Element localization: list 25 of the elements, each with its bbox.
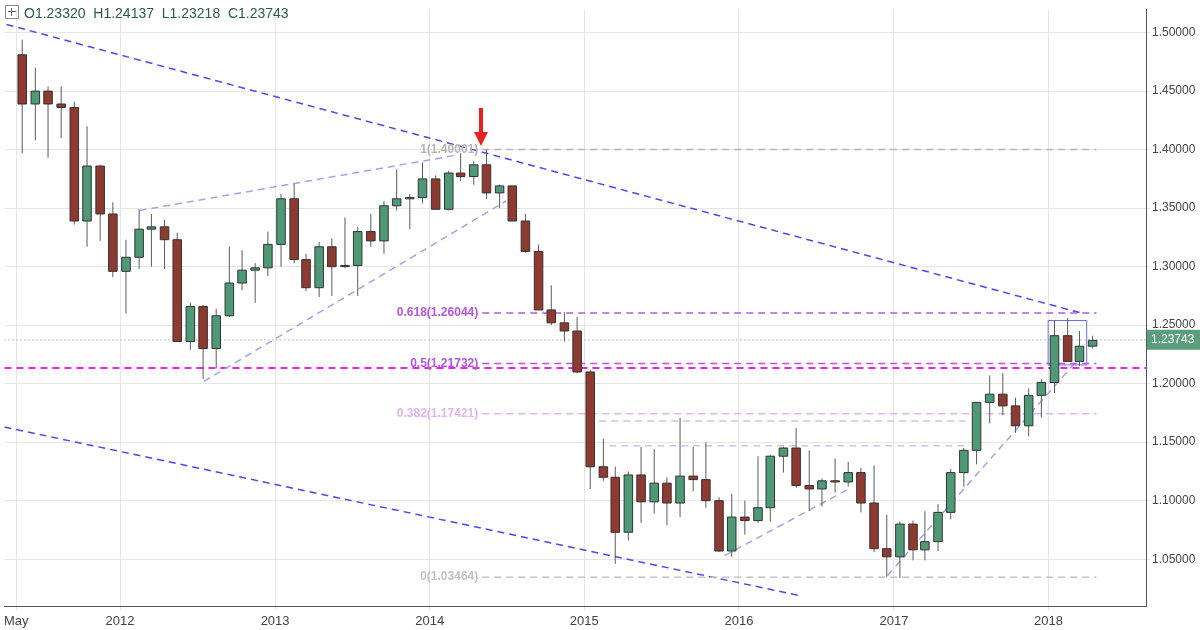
y-tick-label: 1.10000 bbox=[1152, 492, 1196, 507]
y-tick-label: 1.50000 bbox=[1152, 24, 1196, 39]
ref-line-label: 1.23743 bbox=[1151, 332, 1195, 347]
x-tick-label: 2016 bbox=[724, 613, 754, 629]
y-tick-label: 1.20000 bbox=[1152, 375, 1196, 390]
series-label: 0.618(1.26044) bbox=[396, 305, 479, 320]
y-tick-label: 1.25000 bbox=[1152, 317, 1196, 332]
y-tick-label: 1.40000 bbox=[1152, 141, 1196, 156]
x-tick-label: 2013 bbox=[260, 613, 290, 629]
series-label: 0.5(1.21732) bbox=[410, 355, 479, 370]
series-label: 1(1.40001) bbox=[420, 141, 479, 156]
x-tick-label: May bbox=[4, 613, 30, 629]
x-tick-label: 2012 bbox=[105, 613, 135, 629]
x-tick-label: 2018 bbox=[1034, 613, 1064, 629]
y-tick-label: 1.15000 bbox=[1152, 434, 1196, 449]
series-label: 0(1.03464) bbox=[420, 569, 479, 584]
annotation: O1.23320 H1.24137 L1.23218 C1.23743 bbox=[24, 5, 289, 21]
x-tick-label: 2017 bbox=[879, 613, 909, 629]
x-tick-label: 2014 bbox=[415, 613, 445, 629]
x-tick-label: 2015 bbox=[569, 613, 599, 629]
series-label: 0.382(1.17421) bbox=[396, 406, 479, 421]
y-tick-label: 1.05000 bbox=[1152, 551, 1196, 566]
y-tick-label: 1.35000 bbox=[1152, 200, 1196, 215]
y-tick-label: 1.30000 bbox=[1152, 258, 1196, 273]
y-tick-label: 1.45000 bbox=[1152, 83, 1196, 98]
